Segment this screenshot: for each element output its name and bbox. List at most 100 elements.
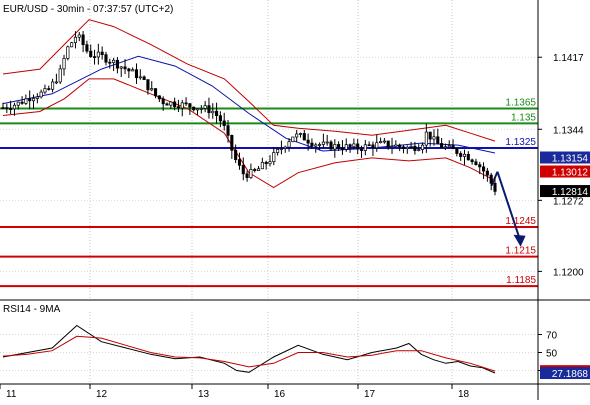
candle-body <box>96 51 100 58</box>
candles-layer <box>1 31 497 196</box>
price-tag-text: 1.13012 <box>552 168 589 179</box>
candle-body <box>165 103 169 106</box>
candle-body <box>424 131 428 146</box>
price-tag-text: 1.13154 <box>552 154 589 165</box>
price-tag: 1.13012 <box>540 165 590 179</box>
candle-body <box>295 133 299 138</box>
price-tag-box <box>540 185 590 198</box>
candle-body <box>447 145 451 148</box>
candle-body <box>157 95 161 100</box>
candle-body <box>264 161 268 165</box>
candle-body <box>413 145 417 151</box>
level-label: 1.135 <box>511 112 536 123</box>
candle-body <box>12 104 16 110</box>
candle-body <box>272 152 276 163</box>
candle-body <box>394 144 398 147</box>
candle-body <box>432 136 436 140</box>
rsi-tag: 27.1868 <box>540 367 590 380</box>
labels-layer: 1.14171.13441.12721.12007050301.13651.13… <box>6 53 590 400</box>
level-label: 1.1365 <box>505 98 536 109</box>
candle-body <box>462 153 467 157</box>
candle-body <box>218 115 222 122</box>
candle-body <box>161 98 165 105</box>
candle-body <box>466 153 470 161</box>
candle-body <box>417 149 421 151</box>
price-tag: 1.13154 <box>540 151 590 165</box>
candle-body <box>401 146 406 150</box>
candle-body <box>43 88 47 93</box>
candle-body <box>207 105 211 114</box>
candle-body <box>245 173 249 178</box>
candle-body <box>176 106 180 109</box>
grid-layer <box>0 0 538 384</box>
ma-line <box>2 55 496 154</box>
candle-body <box>62 57 66 70</box>
candle-body <box>24 98 28 104</box>
candle-body <box>344 144 348 150</box>
candle-body <box>230 134 234 151</box>
candle-body <box>234 149 238 160</box>
candle-body <box>85 44 89 52</box>
candle-body <box>5 107 9 109</box>
candle-body <box>249 169 253 178</box>
candle-body <box>81 34 85 46</box>
x-tick-label: 18 <box>458 389 470 400</box>
candle-body <box>134 69 139 79</box>
candle-body <box>188 103 192 108</box>
candle-body <box>436 136 440 144</box>
candle-body <box>112 59 116 63</box>
candle-body <box>31 98 36 102</box>
candle-body <box>146 79 150 91</box>
candle-body <box>211 110 215 114</box>
candle-body <box>325 141 329 144</box>
candle-body <box>241 164 245 175</box>
x-tick-label: 17 <box>364 389 376 400</box>
candle-body <box>428 131 432 140</box>
rsi-layer <box>2 324 496 374</box>
candle-body <box>451 145 455 150</box>
level-label: 1.1185 <box>506 275 536 286</box>
candle-body <box>398 144 402 148</box>
candle-body <box>382 140 386 143</box>
candle-body <box>66 46 70 59</box>
candle-body <box>115 59 119 69</box>
candle-body <box>409 145 413 148</box>
candle-body <box>367 144 371 147</box>
candle-body <box>268 161 272 165</box>
candle-body <box>20 101 24 104</box>
level-label: 1.1245 <box>505 216 536 227</box>
candle-body <box>119 66 123 69</box>
candle-body <box>340 147 344 150</box>
candle-body <box>9 108 13 110</box>
candle-body <box>390 146 394 148</box>
candle-body <box>333 144 337 150</box>
candle-body <box>485 170 489 176</box>
level-label: 1.1215 <box>505 246 536 257</box>
candle-body <box>298 133 303 135</box>
candle-body <box>291 136 295 143</box>
candle-body <box>73 36 78 44</box>
main-chart-title: EUR/USD - 30min - 07:37:57 (UTC+2) <box>3 4 173 15</box>
candle-body <box>104 54 108 63</box>
candle-body <box>199 108 203 110</box>
rsi-tick-label: 70 <box>546 331 558 342</box>
candle-body <box>150 88 154 91</box>
candle-body <box>237 159 242 166</box>
y-tick-label: 1.1272 <box>553 196 584 207</box>
candle-body <box>314 144 318 147</box>
level-label: 1.1325 <box>505 137 536 148</box>
candle-body <box>386 140 390 148</box>
candle-body <box>352 143 356 147</box>
price-tag-box <box>540 151 590 164</box>
candle-body <box>329 141 333 150</box>
candle-body <box>77 34 81 38</box>
candle-body <box>1 107 5 109</box>
bollinger-upper <box>2 19 496 142</box>
candle-body <box>54 81 58 84</box>
candle-body <box>493 182 497 192</box>
rsi-tick-label: 50 <box>546 349 558 360</box>
rsi-chart-title: RSI14 - 9MA <box>3 304 61 315</box>
bands-layer <box>2 19 496 189</box>
